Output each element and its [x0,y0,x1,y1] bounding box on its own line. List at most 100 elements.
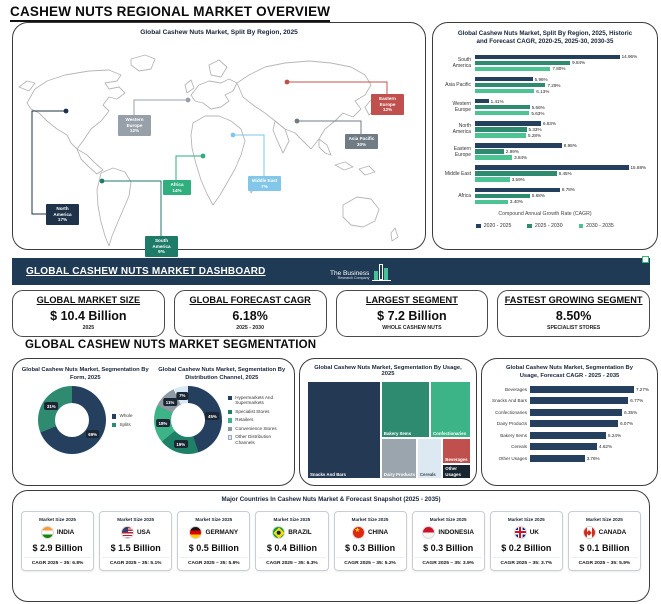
kpi-heading: GLOBAL MARKET SIZE [36,295,141,305]
form-donut-chart: 69% 31% [37,386,106,455]
cagr-bar-row: 2.99% [475,149,649,154]
legend-item: Splits [111,422,133,428]
cagr-bar-value: 3.59% [511,177,525,183]
leader-line-asia-pacific [297,120,362,134]
distribution-donut-title: Global Cashew Nuts Market, Segmentation … [158,367,286,381]
logo-line-1: The Business [330,269,370,277]
market-size-label: Market Size 2025 [195,517,233,522]
cagr-category-label: Africa [458,192,471,199]
region-cagr-plot: South America 14.96% 9.84% 7.80% Asia Pacifi… [441,52,649,207]
region-share: 12% [382,107,393,113]
treemap-block-bakery-items: Bakery Items [380,381,430,438]
usage-cagr-plot: Beverages 7.27% Snacks And Bars 6.77% Confec… [490,385,649,462]
distribution-donut-chart: 45% 19% 18% 11% 7% [153,386,222,455]
legend-swatch-icon [227,418,233,423]
cagr-bar [475,155,513,160]
country-card-row: Market Size 2025 INDIA $ 2.9 Billion CAGR 2… [21,511,641,571]
country-cagr: CAGR 2025 – 35: 5.2% [336,557,404,566]
dashboard-title: GLOBAL CASHEW NUTS MARKET DASHBOARD [26,266,266,277]
country-flag-row: INDIA [24,526,91,539]
usage-bar [530,454,585,462]
usage-bar-value: 7.27% [635,386,649,392]
usage-bar-zone: 3.76% [530,454,649,462]
usage-bar-value: 3.76% [586,455,600,461]
cagr-bar-value: 15.88% [630,165,647,171]
cagr-category-group: Asia Pacific 5.96% 7.29% 6.13% [441,74,649,96]
treemap-label: Bakery Items [383,430,412,436]
cagr-category-label: Middle East [444,170,471,177]
leader-line-middle-east [233,134,265,176]
canada-flag-icon [582,526,596,539]
legend-item: Retailers [227,417,290,423]
kpi-card: GLOBAL MARKET SIZE $ 10.4 Billion 2025 [12,290,165,337]
donut-value-chip: 18% [156,419,170,428]
cagr-bar-row: 14.96% [475,54,649,59]
country-market-size: $ 1.5 Billion [110,543,161,553]
leader-line-north-america [31,110,66,215]
cagr-bar [475,88,535,94]
kpi-value: 8.50% [555,309,592,323]
usage-bar-row: Confectionaries 6.35% [490,408,649,416]
region-name: South America [152,238,171,249]
country-card-usa: Market Size 2025 USA $ 1.5 Billion CAGR 202… [99,511,173,571]
world-map [18,54,399,247]
cagr-category-group: Africa 8.78% 5.68% 3.40% [441,185,649,207]
country-flag-row: CANADA [571,526,638,539]
legend-swatch-icon [476,223,481,229]
cagr-bar-stack: 15.88% 8.45% 3.59% [475,164,649,183]
market-size-label: Market Size 2025 [273,517,311,522]
country-name: INDONESIA [438,529,474,536]
germany-flag-icon [189,526,203,539]
cagr-bar [475,110,530,116]
cagr-category-label: Western Europe [452,101,471,114]
country-flag-row: BRAZIL [258,526,325,539]
region-name: North America [53,206,72,217]
countries-panel-title: Major Countries In Cashew Nuts Market & … [221,496,441,503]
page-title: CASHEW NUTS REGIONAL MARKET OVERVIEW [10,4,331,22]
cagr-bar-value: 7.80% [552,66,566,72]
selection-handle [642,256,649,263]
cagr-category-label: North America [452,123,471,136]
kpi-value: $ 10.4 Billion [50,309,127,323]
china-flag-icon [351,526,365,539]
india-flag-icon [40,526,54,539]
map-leader-lines [31,79,388,236]
cagr-bar [475,143,562,148]
legend-item: Other Distribution Channels [227,434,290,445]
legend-item: Specialist Stores [227,409,290,415]
usage-category-label: Cereals [511,444,527,450]
country-card-china: Market Size 2025 CHINA $ 0.3 Billion CAGR 2… [333,511,407,571]
treemap-block-dairy-products: Dairy Products [380,437,417,479]
leader-line-africa [175,155,203,180]
treemap-label: Confectionaries [433,430,467,436]
usage-treemap-panel: Global Cashew Nuts Market, Segmentation … [299,358,477,486]
region-name: Asia Pacific [348,136,375,141]
world-map-panel: Global Cashew Nuts Market, Split By Regi… [12,22,426,258]
cagr-bar [475,76,533,82]
donut-value-chip: 31% [44,402,59,410]
cagr-bar-row: 8.45% [475,171,649,176]
country-flag-row: USA [102,526,169,539]
usage-bar-zone: 4.62% [530,443,649,451]
kpi-heading: GLOBAL FORECAST CAGR [189,295,311,305]
region-label-eastern-europe: Eastern Europe 12% [371,94,404,116]
region-cagr-title: Global Cashew Nuts Market, Split By Regi… [457,30,633,46]
cagr-bar-value: 3.84% [514,155,528,161]
cagr-bar-value: 5.28% [528,132,542,138]
leader-line-eastern-europe [287,81,388,94]
cagr-bar [475,165,629,171]
cagr-bar-row: 7.29% [475,83,649,88]
countries-panel: Major Countries In Cashew Nuts Market & … [12,490,650,602]
usage-bar-value: 6.07% [620,421,634,427]
kpi-card: GLOBAL FORECAST CAGR 6.18% 2025 - 2030 [173,290,327,337]
legend-item: Hypermarkets And Supermarkets [227,395,290,406]
legend-swatch-icon [111,414,117,419]
donut-value-chip: 11% [163,398,177,407]
cagr-bar-row: 5.63% [475,111,649,116]
form-donut-block: Global Cashew Nuts Market, Segmentation … [17,365,154,479]
usage-bar [530,385,634,393]
country-card-uk: Market Size 2025 UK $ 0.2 Billion CAGR 2025… [489,511,563,571]
region-cagr-xlabel: Compound Annual Growth Rate (CAGR) [498,211,592,218]
country-market-size: $ 0.1 Billion [579,543,630,553]
region-dot-western-europe [185,97,191,103]
